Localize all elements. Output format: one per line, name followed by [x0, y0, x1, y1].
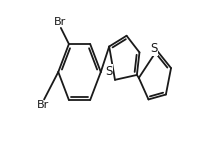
Text: Br: Br: [54, 17, 66, 27]
Text: Br: Br: [37, 100, 49, 110]
Text: S: S: [150, 42, 157, 55]
Text: S: S: [106, 65, 113, 77]
